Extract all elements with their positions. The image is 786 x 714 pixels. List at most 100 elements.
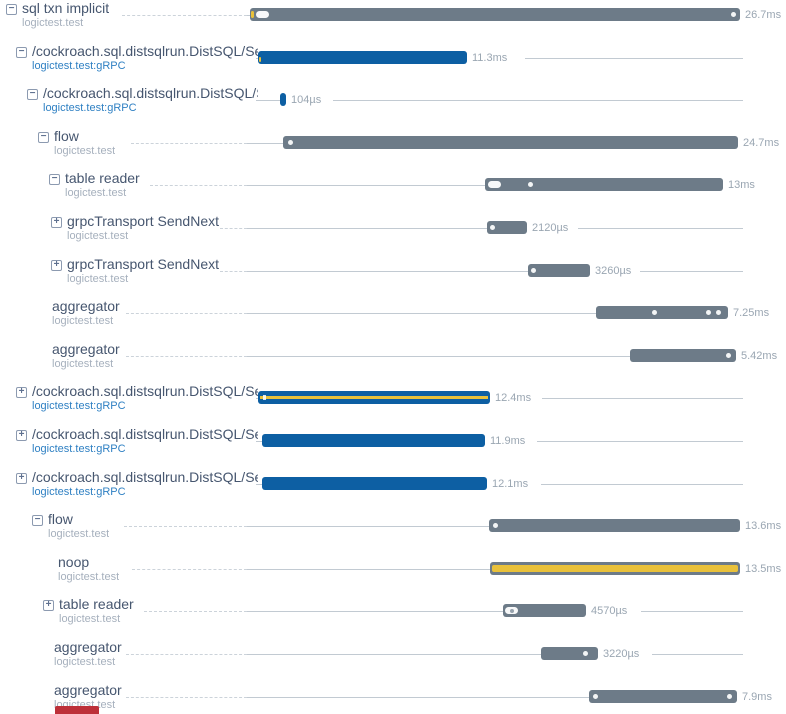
log-event-marker[interactable]	[652, 310, 657, 315]
span-row[interactable]: + /cockroach.sql.distsqlrun.DistSQL/Set lo…	[0, 427, 786, 471]
span-service-name: logictest.test	[59, 613, 121, 625]
span-duration-bar[interactable]	[503, 604, 586, 617]
leader-dashed-line	[124, 526, 247, 527]
trailing-line	[652, 654, 743, 655]
leader-dashed-line	[144, 611, 247, 612]
expand-children-icon[interactable]: +	[16, 473, 27, 484]
span-duration-label: 11.9ms	[490, 435, 526, 447]
span-service-name: logictest.test	[67, 273, 129, 285]
span-label-block: noop logictest.test	[58, 555, 119, 583]
span-duration-bar[interactable]	[630, 349, 736, 362]
span-row[interactable]: aggregator logictest.test 7.9ms	[0, 683, 786, 714]
span-label-block: table reader logictest.test	[65, 171, 140, 199]
span-operation-name: noop	[58, 555, 90, 570]
span-row[interactable]: −/cockroach.sql.distsqlrun.DistSQL/Set lo…	[0, 44, 786, 88]
span-service-name: logictest.test:gRPC	[32, 60, 126, 72]
log-event-marker[interactable]	[288, 140, 293, 145]
trailing-line	[541, 484, 743, 485]
span-duration-bar[interactable]	[262, 434, 485, 447]
span-operation-name: flow	[48, 512, 73, 527]
span-duration-bar[interactable]	[258, 51, 467, 64]
log-event-marker[interactable]	[731, 12, 736, 17]
span-row[interactable]: −/cockroach.sql.distsqlrun.DistSQL/S logi…	[0, 86, 786, 130]
span-row[interactable]: − flow logictest.test 24.7ms	[0, 129, 786, 173]
span-duration-bar[interactable]	[528, 264, 590, 277]
span-row[interactable]: − table reader logictest.test 13ms	[0, 171, 786, 215]
log-event-marker[interactable]	[726, 353, 731, 358]
span-duration-label: 13.6ms	[745, 520, 782, 532]
span-row[interactable]: − sql txn implicit logictest.test 26.7ms	[0, 1, 786, 45]
span-duration-bar[interactable]	[489, 519, 740, 532]
span-row[interactable]: + /cockroach.sql.distsqlrun.DistSQL/Set lo…	[0, 384, 786, 428]
log-event-marker[interactable]	[510, 609, 514, 613]
span-operation-name: /cockroach.sql.distsqlrun.DistSQL/Set	[32, 384, 258, 399]
span-duration-bar[interactable]	[596, 306, 728, 319]
span-row[interactable]: + grpcTransport SendNext logictest.test 326…	[0, 257, 786, 301]
span-row[interactable]: aggregator logictest.test 3220µs	[0, 640, 786, 684]
span-duration-bar[interactable]	[490, 562, 740, 575]
expand-children-icon[interactable]: +	[16, 430, 27, 441]
expand-children-icon[interactable]: +	[16, 387, 27, 398]
leader-solid-line	[256, 441, 262, 442]
span-duration-bar[interactable]	[258, 391, 490, 404]
collapse-children-icon[interactable]: −	[38, 132, 49, 143]
log-event-marker[interactable]	[593, 694, 598, 699]
span-operation-name: grpcTransport SendNext	[67, 257, 219, 272]
span-duration-label: 7.25ms	[733, 307, 770, 319]
leader-solid-line	[247, 526, 489, 527]
span-service-name: logictest.test:gRPC	[32, 486, 126, 498]
span-row[interactable]: aggregator logictest.test 5.42ms	[0, 342, 786, 386]
span-operation-name: flow	[54, 129, 79, 144]
log-event-marker[interactable]	[727, 694, 732, 699]
span-duration-bar[interactable]	[283, 136, 738, 149]
span-row[interactable]: − flow logictest.test 13.6ms	[0, 512, 786, 556]
span-duration-bar[interactable]	[250, 8, 740, 21]
span-duration-bar[interactable]	[485, 178, 723, 191]
span-duration-bar[interactable]	[541, 647, 598, 660]
expand-children-icon[interactable]: +	[43, 600, 54, 611]
span-duration-label: 11.3ms	[472, 52, 508, 64]
clipped-red-span-bar[interactable]	[55, 706, 99, 714]
log-event-marker[interactable]	[706, 310, 711, 315]
child-span-sliver	[251, 11, 254, 18]
span-label-block: aggregator logictest.test	[54, 640, 122, 668]
collapse-children-icon[interactable]: −	[32, 515, 43, 526]
expand-children-icon[interactable]: +	[51, 217, 62, 228]
log-event-marker[interactable]	[488, 181, 501, 188]
span-label-block: /cockroach.sql.distsqlrun.DistSQL/Set log…	[32, 470, 258, 498]
span-operation-name: aggregator	[54, 683, 122, 698]
span-duration-bar[interactable]	[487, 221, 527, 234]
log-event-marker[interactable]	[531, 268, 536, 273]
expand-children-icon[interactable]: +	[51, 260, 62, 271]
span-duration-bar[interactable]	[280, 93, 286, 106]
span-duration-label: 12.1ms	[492, 478, 529, 490]
collapse-children-icon[interactable]: −	[6, 4, 17, 15]
span-row[interactable]: + table reader logictest.test 4570µs	[0, 597, 786, 641]
log-event-marker[interactable]	[528, 182, 533, 187]
log-event-marker[interactable]	[716, 310, 721, 315]
span-row[interactable]: + /cockroach.sql.distsqlrun.DistSQL/Set lo…	[0, 470, 786, 514]
span-duration-bar[interactable]	[589, 690, 737, 703]
child-span-sliver	[259, 57, 261, 62]
log-event-marker[interactable]	[256, 11, 269, 18]
collapse-children-icon[interactable]: −	[16, 47, 27, 58]
collapse-children-icon[interactable]: −	[27, 89, 38, 100]
span-duration-label: 3220µs	[603, 648, 640, 660]
span-operation-name: sql txn implicit	[22, 1, 110, 16]
log-event-marker[interactable]	[583, 651, 588, 656]
log-event-marker[interactable]	[493, 523, 498, 528]
span-row[interactable]: aggregator logictest.test 7.25ms	[0, 299, 786, 343]
span-operation-name: aggregator	[54, 640, 122, 655]
span-operation-name: aggregator	[52, 342, 120, 357]
collapse-children-icon[interactable]: −	[49, 174, 60, 185]
span-row[interactable]: + grpcTransport SendNext logictest.test 212…	[0, 214, 786, 258]
span-duration-bar[interactable]	[262, 477, 487, 490]
span-label-block: flow logictest.test	[54, 129, 115, 157]
log-event-marker[interactable]	[263, 395, 266, 400]
span-operation-name: table reader	[65, 171, 140, 186]
span-duration-label: 104µs	[291, 94, 322, 106]
leader-dashed-line	[220, 228, 247, 229]
trailing-line	[641, 611, 743, 612]
log-event-marker[interactable]	[490, 225, 495, 230]
span-row[interactable]: noop logictest.test 13.5ms	[0, 555, 786, 599]
